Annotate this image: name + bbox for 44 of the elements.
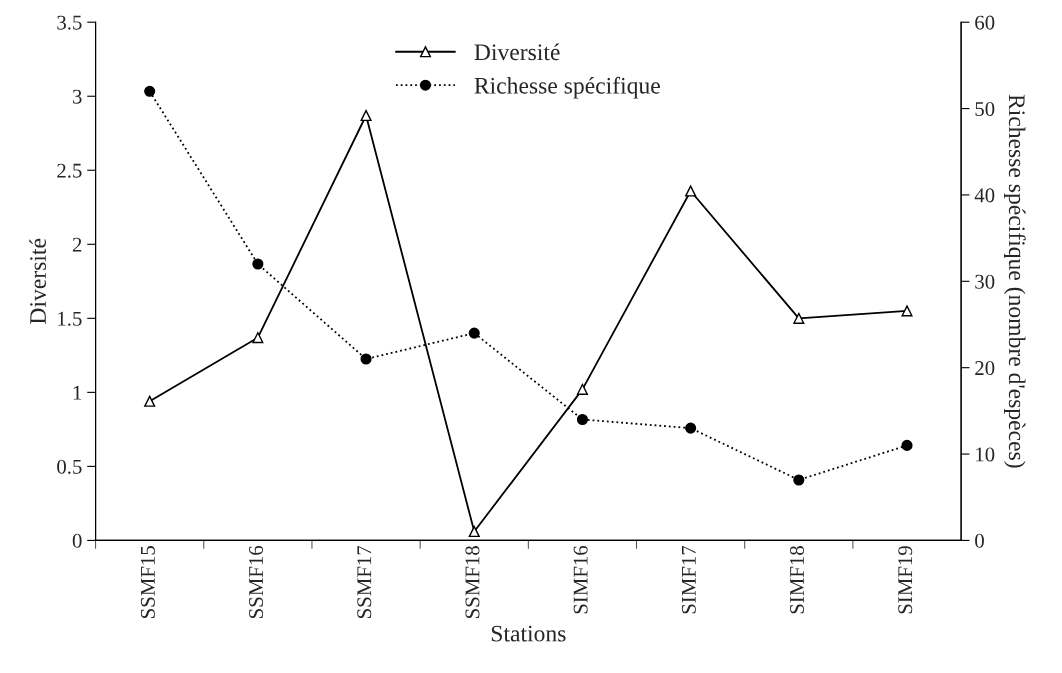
y2-tick-label: 60: [975, 15, 995, 30]
point: [468, 327, 480, 339]
y2-axis-title: Richesse spécifique (nombre d'espèces): [1004, 94, 1026, 468]
point: [360, 353, 372, 365]
x-tick-label: SIMF19: [898, 546, 913, 614]
point: [144, 395, 156, 407]
y-axis-title: Diversité: [29, 238, 46, 324]
x-tick-label: SIMF18: [789, 546, 805, 614]
y-tick-label: 1.5: [58, 311, 82, 326]
point: [901, 439, 913, 451]
x-tick-label: SSMF16: [249, 545, 264, 618]
y-tick-label: 2: [72, 237, 82, 252]
y2-tick-label: 50: [975, 101, 995, 117]
point: [685, 185, 697, 197]
x-tick-label: SSMF17: [357, 545, 372, 618]
point: [468, 525, 480, 538]
y2-tick-label: 30: [975, 274, 995, 289]
y-tick-label: 1: [73, 385, 82, 400]
legend-label: Richesse spécifique: [474, 76, 660, 99]
y2-tick-label: 20: [975, 361, 995, 376]
point: [685, 422, 697, 434]
y-tick-label: 2.5: [57, 163, 82, 178]
point: [576, 383, 588, 395]
point: [576, 413, 588, 426]
y2-tick-label: 0: [975, 533, 984, 548]
y-tick-label: 0.5: [57, 459, 82, 474]
point: [793, 312, 805, 324]
x-tick-label: SSMF18: [465, 546, 480, 618]
x-tick-label: SIMF17: [681, 545, 696, 614]
point: [793, 474, 805, 486]
x-tick-label: SSMF15: [140, 546, 155, 618]
y-tick-label: 3.5: [57, 15, 82, 30]
point: [252, 332, 264, 344]
legend-label: Diversité: [474, 43, 560, 61]
y2-tick-label: 40: [974, 188, 995, 203]
point: [144, 85, 156, 97]
point: [252, 258, 264, 270]
point: [360, 109, 372, 122]
y-tick-label: 0: [72, 533, 82, 548]
y2-tick-label: 10: [976, 447, 995, 462]
x-tick-label: SIMF16: [573, 545, 588, 614]
y-tick-label: 3: [72, 89, 82, 104]
x-axis-title: Stations: [491, 625, 566, 642]
point: [901, 305, 913, 317]
